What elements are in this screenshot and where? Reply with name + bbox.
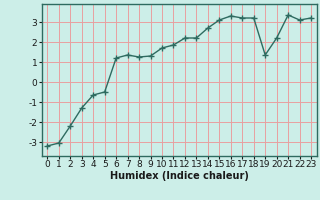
X-axis label: Humidex (Indice chaleur): Humidex (Indice chaleur)	[110, 171, 249, 181]
